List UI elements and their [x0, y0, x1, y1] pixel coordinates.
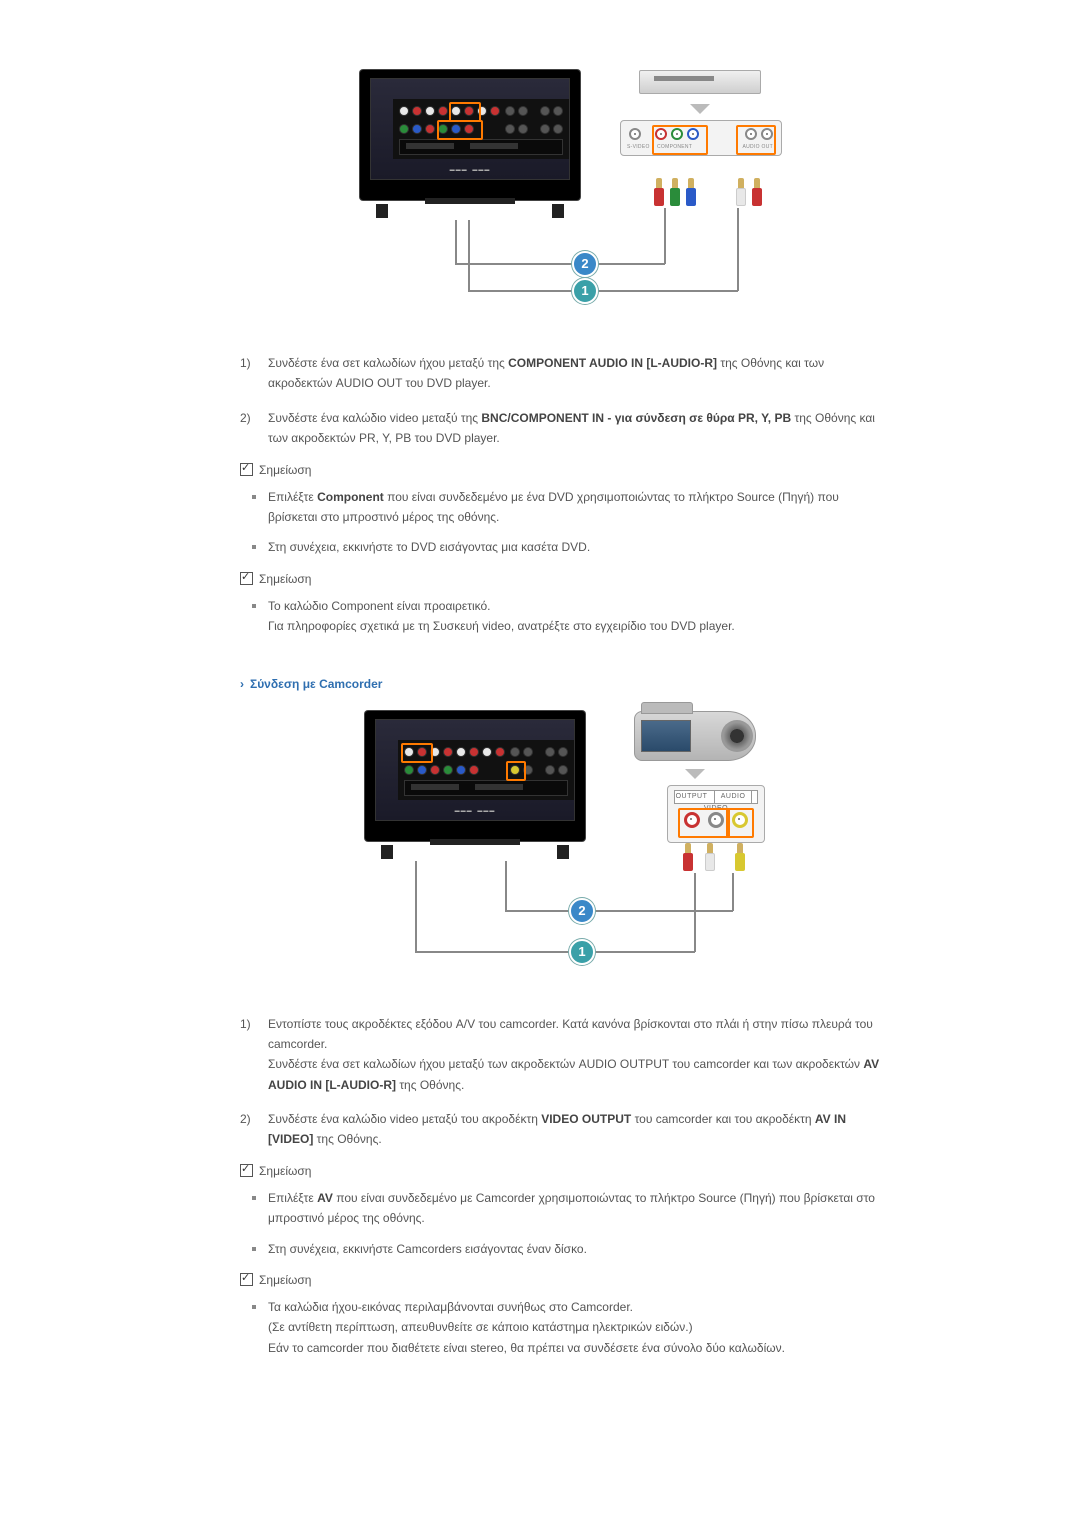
badge-2: 2 [569, 898, 595, 924]
dvd-label-svideo: S-VIDEO [627, 144, 650, 150]
highlight-dvd-component [652, 125, 708, 155]
badge-1: 1 [569, 939, 595, 965]
step-number: 1) [240, 353, 268, 394]
monitor-diagram: ▬▬▬ ▬▬▬ [360, 70, 580, 220]
badge-1: 1 [572, 278, 598, 304]
camcorder-steps: 1) Εντοπίστε τους ακροδέκτες εξόδου A/V … [240, 1014, 880, 1150]
note-bullets: Επιλέξτε Component που είναι συνδεδεμένο… [240, 487, 880, 558]
note-bullets: Τα καλώδια ήχου-εικόνας περιλαμβάνονται … [240, 1297, 880, 1358]
step-number: 1) [240, 1014, 268, 1096]
page: ▬▬▬ ▬▬▬ S-VIDEO COMPONENT AUDIO OUT [240, 0, 880, 1450]
note-label: Σημείωση [240, 1164, 880, 1178]
step-number: 2) [240, 1109, 268, 1150]
check-icon [240, 463, 253, 476]
list-item: Επιλέξτε AV που είναι συνδεδεμένο με Cam… [252, 1188, 880, 1229]
list-item: Επιλέξτε Component που είναι συνδεδεμένο… [252, 487, 880, 528]
camcorder-panel-header: OUTPUT AUDIO VIDEO [674, 790, 758, 804]
note-label: Σημείωση [240, 1273, 880, 1287]
figure-dvd-connection: ▬▬▬ ▬▬▬ S-VIDEO COMPONENT AUDIO OUT [240, 70, 880, 313]
step-text: Εντοπίστε τους ακροδέκτες εξόδου A/V του… [268, 1014, 880, 1096]
highlight-av-video-in [506, 761, 526, 781]
step-text: Συνδέστε ένα σετ καλωδίων ήχου μεταξύ τη… [268, 353, 880, 394]
note-bullets: Το καλώδιο Component είναι προαιρετικό. … [240, 596, 880, 637]
highlight-dvd-audio [736, 125, 776, 155]
dvd-player-diagram: S-VIDEO COMPONENT AUDIO OUT [620, 70, 780, 156]
list-item: Τα καλώδια ήχου-εικόνας περιλαμβάνονται … [252, 1297, 880, 1358]
note-label: Σημείωση [240, 572, 880, 586]
check-icon [240, 572, 253, 585]
list-item: Στη συνέχεια, εκκινήστε Camcorders εισάγ… [252, 1239, 880, 1259]
badge-2: 2 [572, 251, 598, 277]
highlight-av-audio-in [401, 743, 433, 763]
list-item: Το καλώδιο Component είναι προαιρετικό. … [252, 596, 880, 637]
section-title-camcorder: ›Σύνδεση με Camcorder [240, 677, 880, 691]
step-number: 2) [240, 408, 268, 449]
chevron-icon: › [240, 677, 244, 691]
check-icon [240, 1164, 253, 1177]
camcorder-diagram: OUTPUT AUDIO VIDEO [625, 711, 765, 843]
step-text: Συνδέστε ένα καλώδιο video μεταξύ του ακ… [268, 1109, 880, 1150]
figure-camcorder-connection: ▬▬▬ ▬▬▬ OUTPUT AUDIO VIDEO [240, 711, 880, 974]
dvd-steps: 1) Συνδέστε ένα σετ καλωδίων ήχου μεταξύ… [240, 353, 880, 449]
highlight-cam-video [726, 808, 754, 838]
note-label: Σημείωση [240, 463, 880, 477]
brand-label: ▬▬▬ ▬▬▬ [450, 167, 491, 173]
brand-label: ▬▬▬ ▬▬▬ [455, 808, 496, 814]
highlight-component-in [437, 120, 483, 140]
monitor-diagram: ▬▬▬ ▬▬▬ [365, 711, 585, 861]
highlight-cam-audio [678, 808, 730, 838]
note-bullets: Επιλέξτε AV που είναι συνδεδεμένο με Cam… [240, 1188, 880, 1259]
check-icon [240, 1273, 253, 1286]
highlight-audio-in [449, 102, 481, 122]
list-item: Στη συνέχεια, εκκινήστε το DVD εισάγοντα… [252, 537, 880, 557]
step-text: Συνδέστε ένα καλώδιο video μεταξύ της BN… [268, 408, 880, 449]
